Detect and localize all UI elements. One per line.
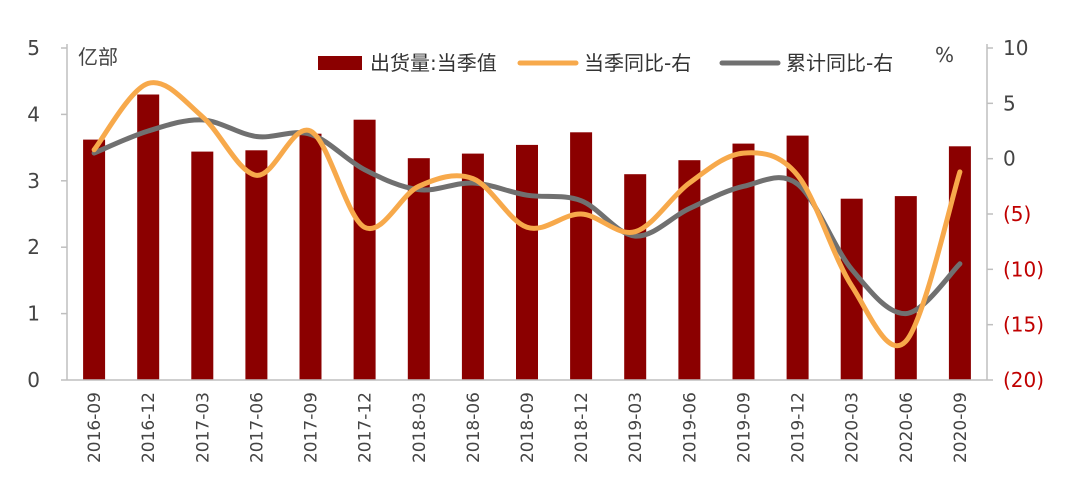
left-tick-label: 2 <box>27 235 40 259</box>
bar-2017-12 <box>353 119 376 380</box>
x-tick-label: 2019-06 <box>680 392 700 463</box>
bar-2017-06 <box>245 150 268 380</box>
x-tick-label: 2017-06 <box>247 392 267 463</box>
bar-2019-06 <box>678 160 701 380</box>
x-tick-label: 2019-09 <box>734 392 754 463</box>
legend: 出货量:当季值 当季同比-右 累计同比-右 <box>318 51 893 75</box>
x-tick-label: 2020-06 <box>897 392 917 463</box>
legend-swatch-bar <box>318 56 362 70</box>
bar-2019-09 <box>732 143 755 380</box>
bar-2020-06 <box>894 196 917 380</box>
line-quarter-yoy <box>91 80 963 349</box>
x-tick-label: 2019-12 <box>789 392 809 463</box>
left-tick-label: 3 <box>27 169 40 193</box>
left-axis-unit: 亿部 <box>78 45 118 69</box>
x-tick-label: 2019-03 <box>626 392 646 463</box>
x-tick-label: 2017-09 <box>302 392 322 463</box>
bar-2016-12 <box>137 94 160 380</box>
legend-label-bar: 出货量:当季值 <box>370 51 497 75</box>
bar-2019-03 <box>624 174 647 380</box>
right-tick-label: 10 <box>1003 36 1028 60</box>
bar-2018-09 <box>516 144 538 380</box>
bar-2017-09 <box>299 133 322 380</box>
left-tick-label: 4 <box>27 102 40 126</box>
right-tick-label: 5 <box>1003 91 1016 115</box>
bar-2017-03 <box>191 151 214 380</box>
x-tick-label: 2020-03 <box>843 392 863 463</box>
bar-2018-03 <box>407 158 430 380</box>
x-tick-label: 2018-06 <box>464 392 484 463</box>
bar-2019-12 <box>786 135 809 380</box>
x-tick-label: 2018-12 <box>572 392 592 463</box>
x-tick-label: 2017-12 <box>356 392 376 463</box>
left-tick-label: 1 <box>27 302 40 326</box>
right-tick-label: (20) <box>1003 368 1044 392</box>
bar-2016-09 <box>83 139 106 380</box>
right-tick-label: (15) <box>1003 313 1044 337</box>
ticks-layer: 0 1 2 3 4 5 (20) (15) (10) (5) 0 5 10 亿部 % 2016-09 2016-… <box>27 36 1044 463</box>
bar-2018-12 <box>570 132 593 380</box>
left-tick-label: 0 <box>27 368 40 392</box>
legend-label-quarter: 当季同比-右 <box>584 51 691 75</box>
bars-layer <box>83 94 971 380</box>
right-tick-label: (5) <box>1003 202 1031 226</box>
left-tick-label: 5 <box>27 36 40 60</box>
x-tick-label: 2016-09 <box>85 392 105 463</box>
axes-layer <box>61 44 993 381</box>
x-tick-label: 2020-09 <box>951 392 971 463</box>
x-tick-label: 2017-03 <box>193 392 213 463</box>
x-tick-label: 2018-09 <box>518 392 538 463</box>
x-tick-label: 2016-12 <box>139 392 159 463</box>
right-tick-label: 0 <box>1003 147 1016 171</box>
right-tick-label: (10) <box>1003 257 1044 281</box>
bar-2018-06 <box>461 153 484 380</box>
lines-layer <box>91 80 963 349</box>
legend-label-cumulative: 累计同比-右 <box>786 51 893 75</box>
x-tick-label: 2018-03 <box>410 392 430 463</box>
right-axis-unit: % <box>935 43 954 67</box>
